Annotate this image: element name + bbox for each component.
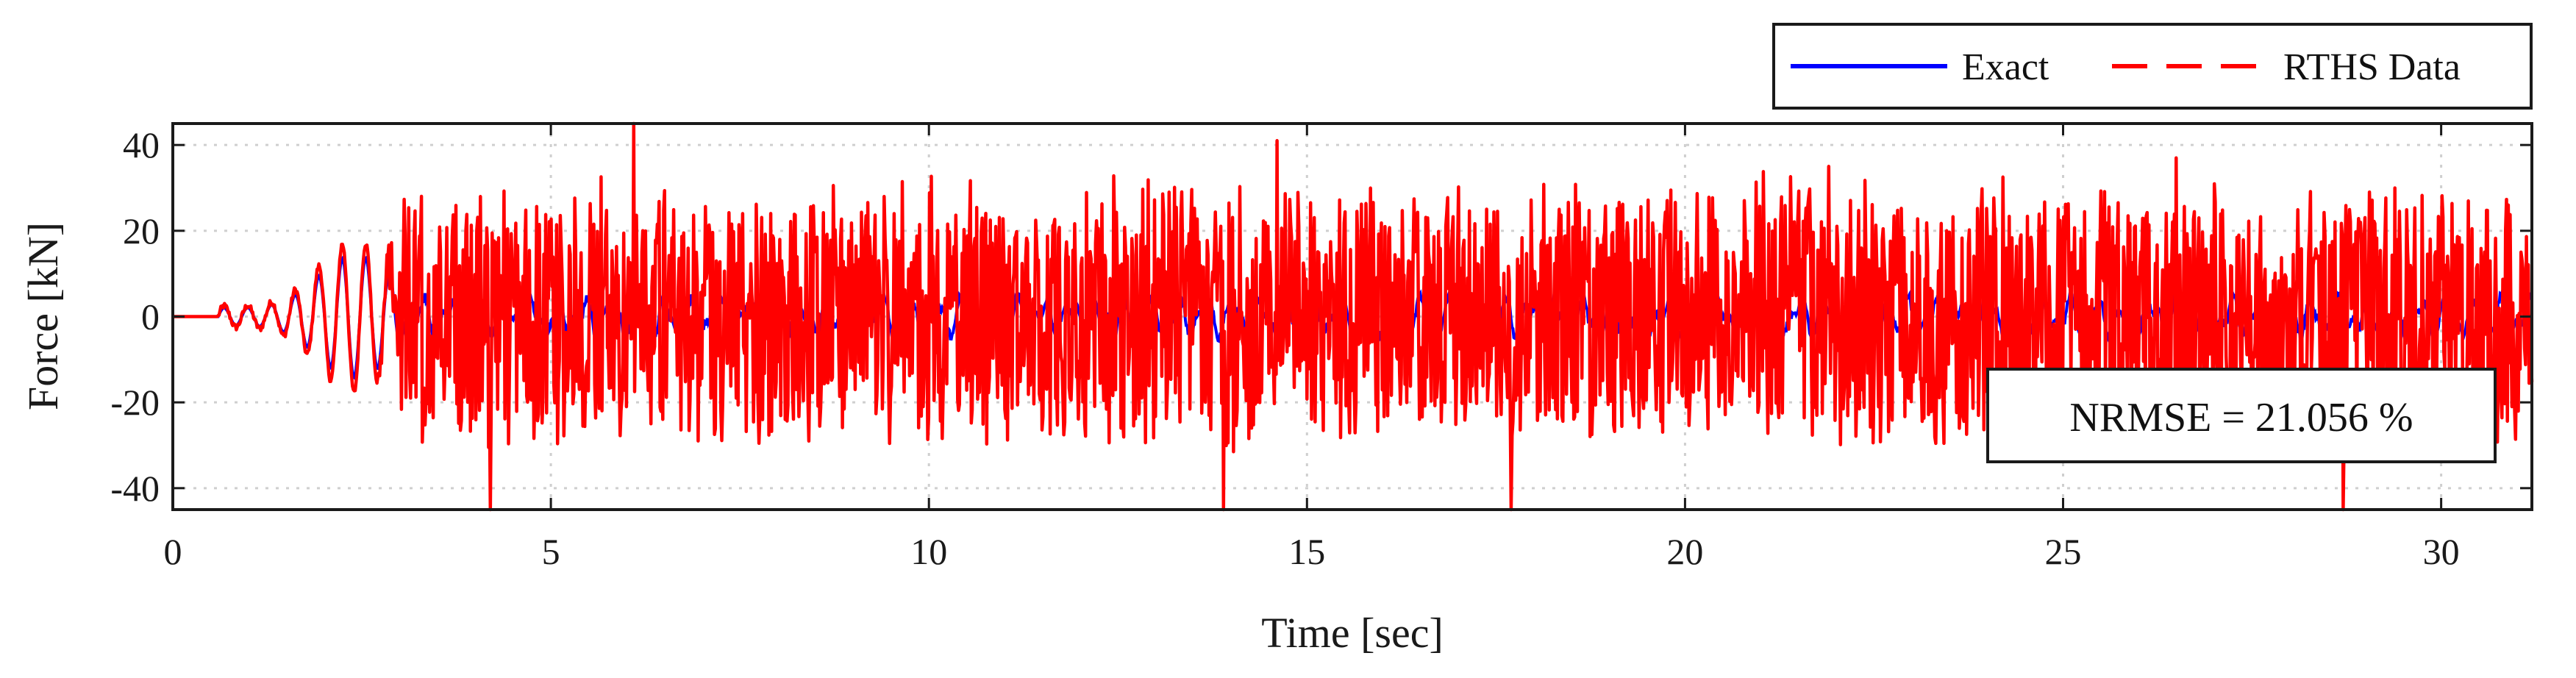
y-axis-label: Force [kN] bbox=[19, 222, 67, 410]
annotation-text: NRMSE = 21.056 % bbox=[2069, 395, 2413, 440]
legend: Exact RTHS Data bbox=[1772, 23, 2533, 110]
x-tick-label: 25 bbox=[2045, 531, 2082, 572]
y-tick-label: 0 bbox=[141, 296, 160, 338]
x-tick-label: 10 bbox=[910, 531, 947, 572]
x-tick-label: 15 bbox=[1288, 531, 1325, 572]
x-tick-label: 30 bbox=[2423, 531, 2460, 572]
y-tick-label: -40 bbox=[110, 468, 160, 509]
x-axis-label: Time [sec] bbox=[1261, 609, 1444, 657]
data-traces bbox=[171, 121, 2534, 512]
x-tick-label: 0 bbox=[164, 531, 182, 572]
x-tick-label: 5 bbox=[542, 531, 560, 572]
nrmse-annotation: NRMSE = 21.056 % bbox=[1986, 368, 2497, 463]
legend-label-rths-data: RTHS Data bbox=[2283, 46, 2461, 88]
axis-ticks: 0 5 10 15 20 25 30 -40 -20 0 20 40 bbox=[110, 124, 2532, 572]
y-tick-label: 40 bbox=[123, 124, 160, 165]
annotation-box bbox=[1986, 368, 2497, 463]
legend-label-exact: Exact bbox=[1962, 46, 2049, 88]
y-tick-label: -20 bbox=[110, 382, 160, 423]
series-line-rths-data bbox=[171, 121, 2534, 512]
y-tick-label: 20 bbox=[123, 210, 160, 251]
x-tick-label: 20 bbox=[1666, 531, 1703, 572]
